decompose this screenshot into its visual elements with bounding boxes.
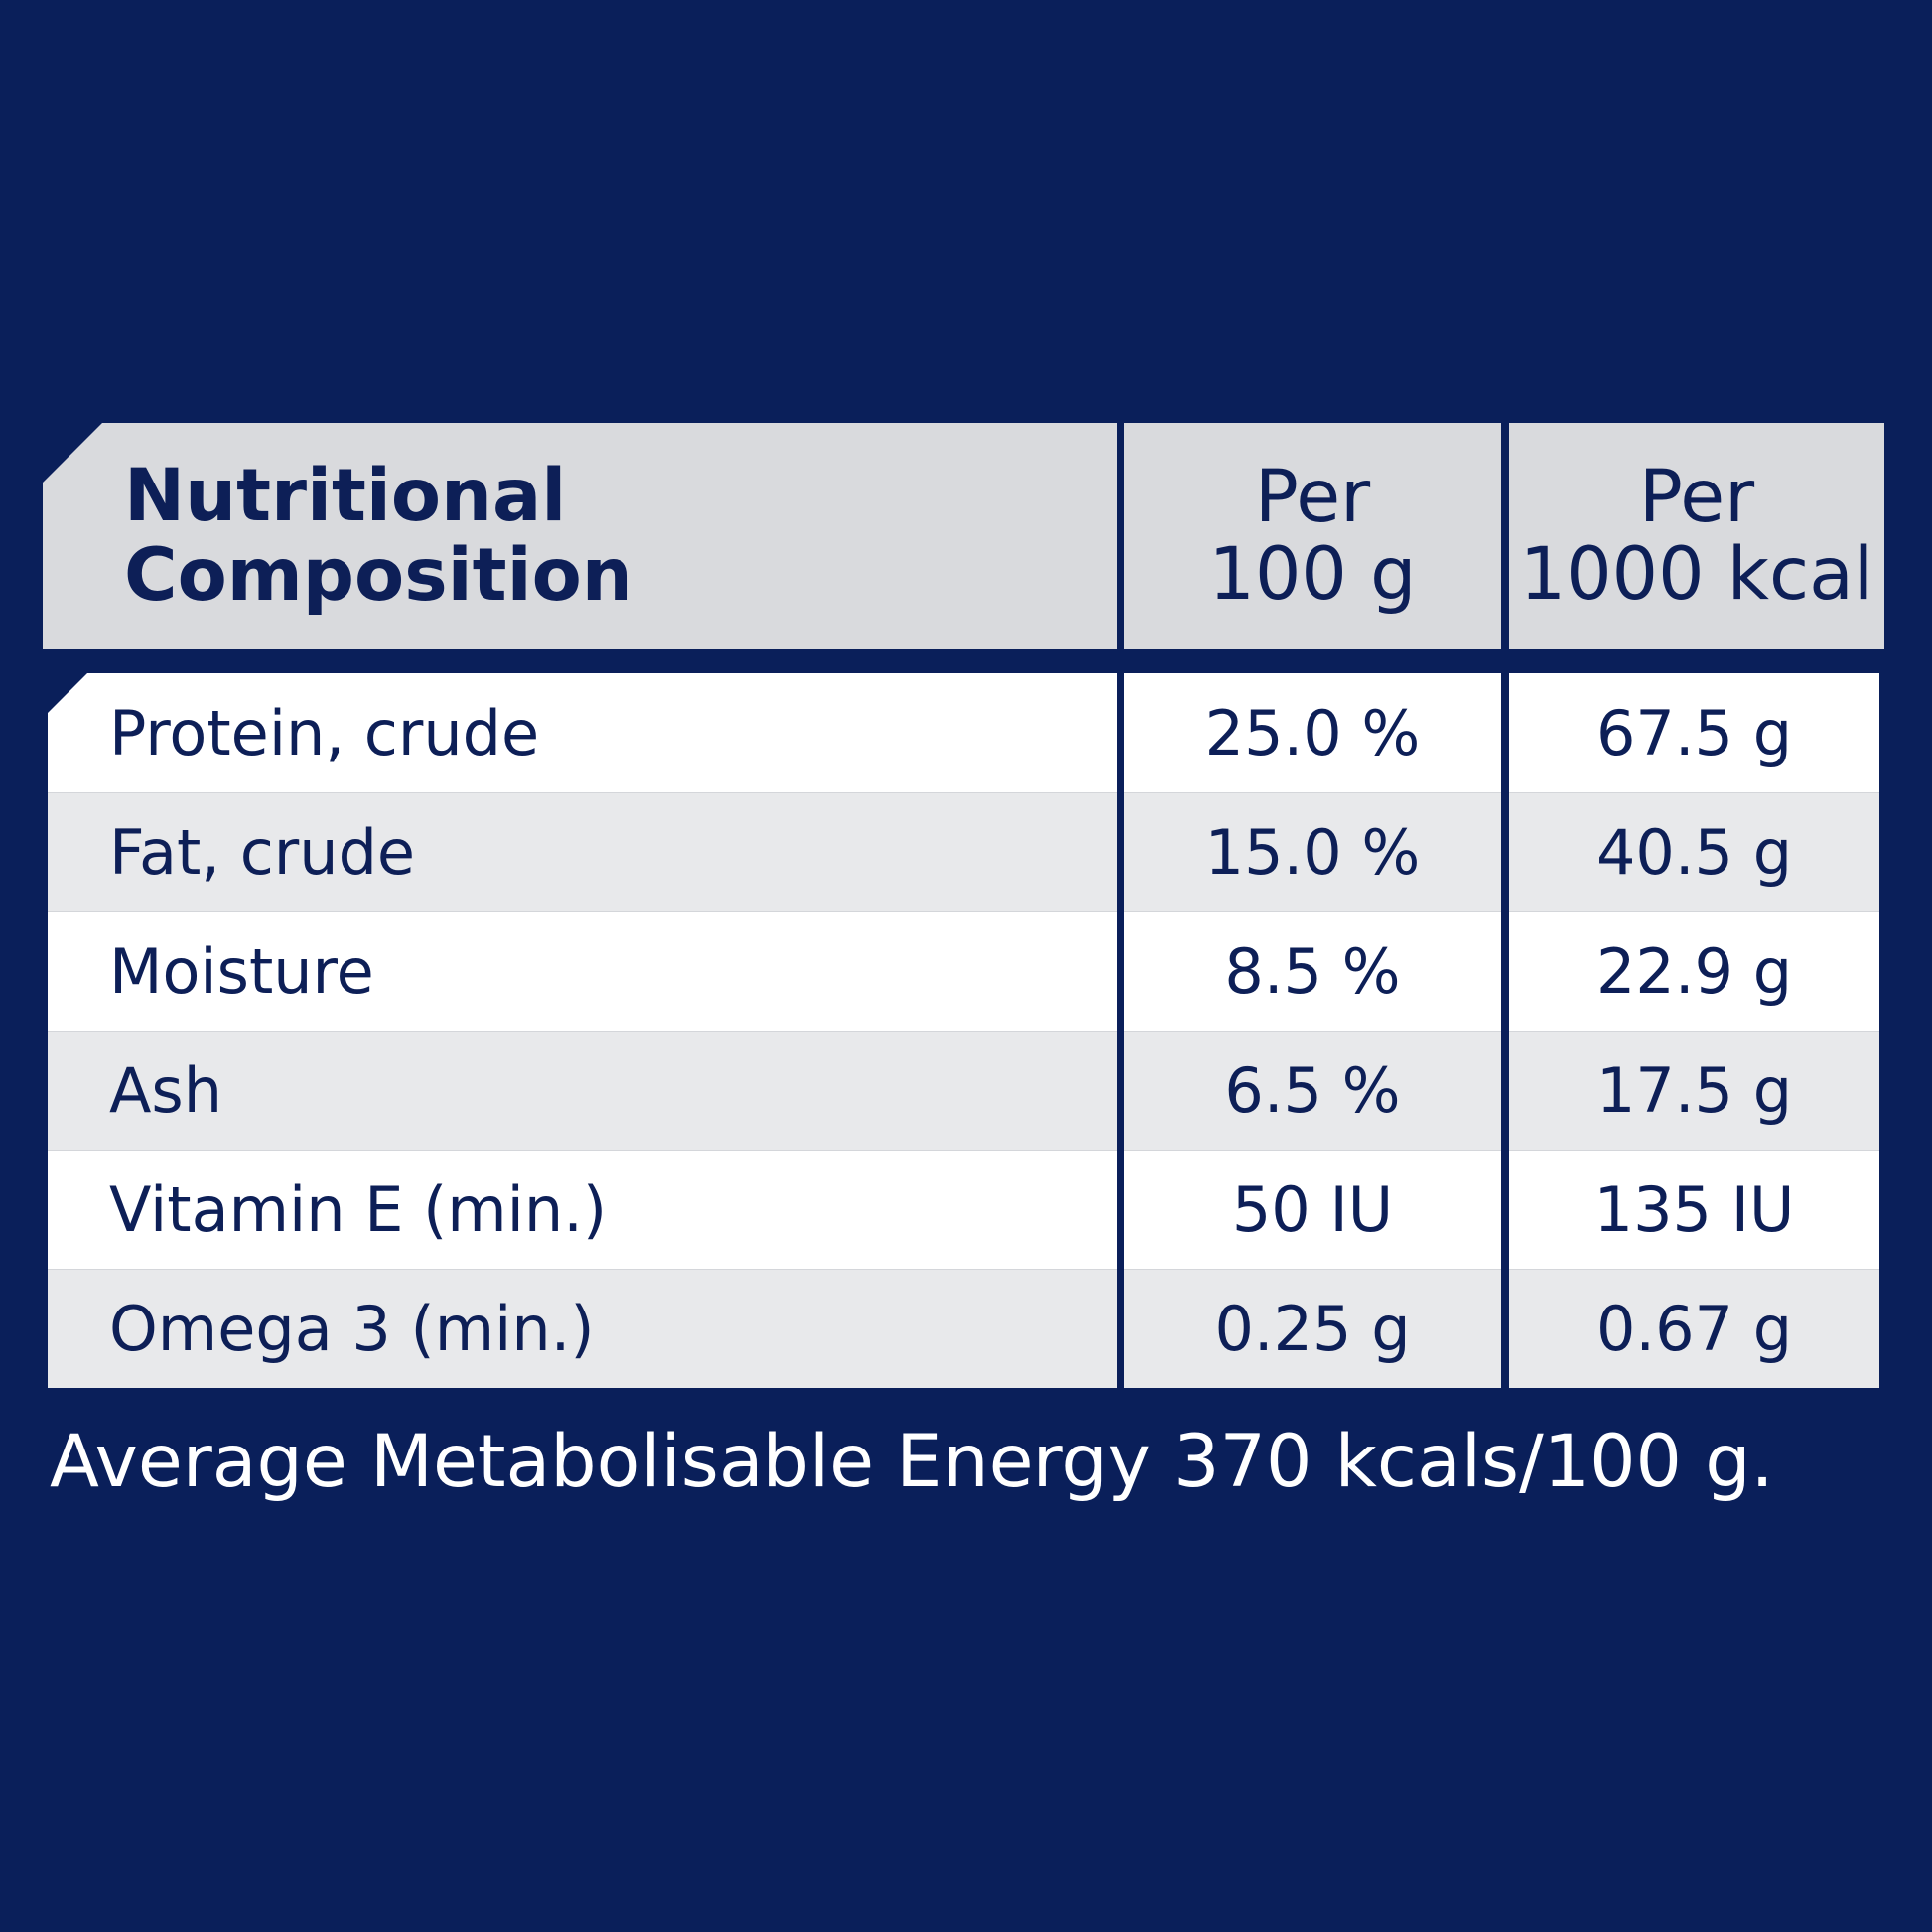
- energy-footnote: Average Metabolisable Energy 370 kcals/1…: [50, 1420, 1774, 1504]
- row-nutrient-name: Ash: [48, 1031, 1117, 1150]
- row-per-1000kcal-value: 0.67 g: [1509, 1269, 1879, 1388]
- header-per-100g-line2: 100 g: [1208, 532, 1417, 617]
- row-nutrient-name: Fat, crude: [48, 792, 1117, 911]
- row-per-100g-value: 6.5 %: [1124, 1031, 1501, 1150]
- table-row: Ash 6.5 % 17.5 g: [48, 1031, 1879, 1150]
- row-per-1000kcal-value: 22.9 g: [1509, 911, 1879, 1031]
- table-row: Omega 3 (min.) 0.25 g 0.67 g: [48, 1269, 1879, 1388]
- row-nutrient-name: Vitamin E (min.): [48, 1150, 1117, 1269]
- header-nutritional-composition: Nutritional Composition: [43, 423, 1117, 649]
- table-body: Protein, crude 25.0 % 67.5 g Fat, crude …: [48, 673, 1879, 1388]
- header-per-1000kcal: Per 1000 kcal: [1509, 423, 1884, 649]
- table-header: Nutritional Composition Per 100 g Per 10…: [43, 423, 1884, 649]
- table-row: Vitamin E (min.) 50 IU 135 IU: [48, 1150, 1879, 1269]
- table-row: Protein, crude 25.0 % 67.5 g: [48, 673, 1879, 792]
- row-nutrient-name: Omega 3 (min.): [48, 1269, 1117, 1388]
- row-per-100g-value: 25.0 %: [1124, 673, 1501, 792]
- header-title-line2: Composition: [124, 533, 633, 618]
- header-per-1000kcal-line1: Per: [1638, 455, 1755, 539]
- row-per-100g-value: 50 IU: [1124, 1150, 1501, 1269]
- header-per-1000kcal-line2: 1000 kcal: [1519, 532, 1874, 617]
- header-per-100g-line1: Per: [1254, 455, 1371, 539]
- header-per-100g: Per 100 g: [1124, 423, 1501, 649]
- header-title-line1: Nutritional: [124, 454, 567, 538]
- table-row: Fat, crude 15.0 % 40.5 g: [48, 792, 1879, 911]
- nutrition-table: Nutritional Composition Per 100 g Per 10…: [43, 423, 1884, 1388]
- row-nutrient-name: Moisture: [48, 911, 1117, 1031]
- row-nutrient-name: Protein, crude: [48, 673, 1117, 792]
- row-per-100g-value: 8.5 %: [1124, 911, 1501, 1031]
- row-per-1000kcal-value: 17.5 g: [1509, 1031, 1879, 1150]
- row-per-1000kcal-value: 67.5 g: [1509, 673, 1879, 792]
- row-per-100g-value: 0.25 g: [1124, 1269, 1501, 1388]
- row-per-1000kcal-value: 40.5 g: [1509, 792, 1879, 911]
- table-row: Moisture 8.5 % 22.9 g: [48, 911, 1879, 1031]
- row-per-100g-value: 15.0 %: [1124, 792, 1501, 911]
- row-per-1000kcal-value: 135 IU: [1509, 1150, 1879, 1269]
